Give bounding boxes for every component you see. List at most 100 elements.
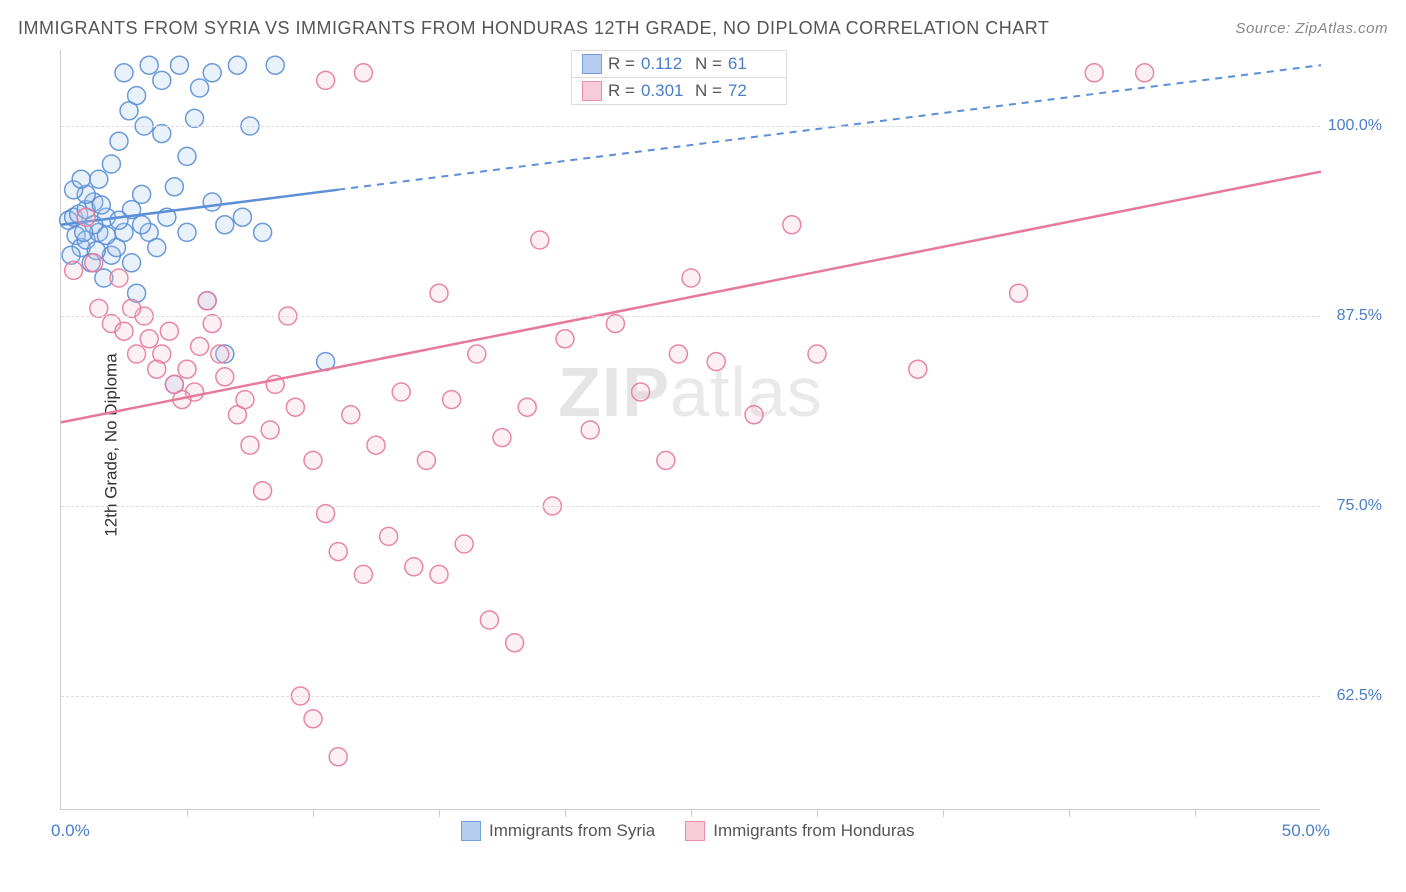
data-point	[133, 216, 151, 234]
data-point	[72, 170, 90, 188]
chart-area: 12th Grade, No Diploma ZIPatlas R =0.112…	[60, 50, 1380, 840]
data-point	[531, 231, 549, 249]
data-point	[128, 345, 146, 363]
x-tick	[187, 809, 188, 817]
data-point	[581, 421, 599, 439]
chart-title: IMMIGRANTS FROM SYRIA VS IMMIGRANTS FROM…	[18, 18, 1049, 39]
x-tick	[313, 809, 314, 817]
y-tick-label: 87.5%	[1337, 307, 1382, 325]
data-point	[1136, 64, 1154, 82]
data-point	[140, 56, 158, 74]
x-axis-max-label: 50.0%	[1282, 821, 1330, 841]
legend-swatch	[582, 81, 602, 101]
legend-label: Immigrants from Syria	[489, 821, 655, 841]
data-point	[153, 125, 171, 143]
data-point	[203, 315, 221, 333]
data-point	[211, 345, 229, 363]
data-point	[405, 558, 423, 576]
data-point	[85, 254, 103, 272]
x-tick	[691, 809, 692, 817]
data-point	[808, 345, 826, 363]
x-tick	[565, 809, 566, 817]
data-point	[480, 611, 498, 629]
data-point	[92, 196, 110, 214]
data-point	[153, 71, 171, 89]
data-point	[254, 482, 272, 500]
data-point	[178, 223, 196, 241]
data-point	[110, 269, 128, 287]
data-point	[367, 436, 385, 454]
gridline	[61, 316, 1320, 317]
stats-legend-row: R =0.112N =61	[572, 51, 786, 78]
data-point	[90, 299, 108, 317]
data-point	[468, 345, 486, 363]
data-point	[115, 64, 133, 82]
data-point	[707, 353, 725, 371]
data-point	[430, 284, 448, 302]
y-tick-label: 62.5%	[1337, 687, 1382, 705]
data-point	[178, 360, 196, 378]
title-bar: IMMIGRANTS FROM SYRIA VS IMMIGRANTS FROM…	[18, 18, 1388, 39]
x-tick	[943, 809, 944, 817]
data-point	[216, 216, 234, 234]
data-point	[669, 345, 687, 363]
data-point	[317, 505, 335, 523]
data-point	[304, 451, 322, 469]
data-point	[236, 391, 254, 409]
data-point	[148, 360, 166, 378]
data-point	[443, 391, 461, 409]
plot-area: ZIPatlas R =0.112N =61R =0.301N =72 Immi…	[60, 50, 1320, 810]
data-point	[148, 239, 166, 257]
data-point	[261, 421, 279, 439]
x-tick	[1195, 809, 1196, 817]
data-point	[65, 261, 83, 279]
n-value: 72	[728, 81, 776, 101]
n-label: N =	[695, 54, 722, 74]
data-point	[241, 436, 259, 454]
data-point	[417, 451, 435, 469]
data-point	[266, 56, 284, 74]
data-point	[745, 406, 763, 424]
data-point	[286, 398, 304, 416]
legend-swatch	[582, 54, 602, 74]
data-point	[304, 710, 322, 728]
data-point	[198, 292, 216, 310]
data-point	[203, 64, 221, 82]
data-point	[493, 429, 511, 447]
data-point	[392, 383, 410, 401]
x-axis-min-label: 0.0%	[51, 821, 90, 841]
data-point	[1010, 284, 1028, 302]
r-label: R =	[608, 81, 635, 101]
x-tick	[817, 809, 818, 817]
data-point	[228, 56, 246, 74]
legend-swatch	[461, 821, 481, 841]
data-point	[455, 535, 473, 553]
data-point	[191, 79, 209, 97]
data-point	[160, 322, 178, 340]
stats-legend-row: R =0.301N =72	[572, 78, 786, 105]
y-tick-label: 75.0%	[1337, 497, 1382, 515]
data-point	[102, 155, 120, 173]
data-point	[329, 748, 347, 766]
data-point	[506, 634, 524, 652]
data-point	[110, 211, 128, 229]
series-legend: Immigrants from SyriaImmigrants from Hon…	[461, 821, 914, 841]
x-tick	[1069, 809, 1070, 817]
data-point	[682, 269, 700, 287]
n-label: N =	[695, 81, 722, 101]
data-point	[90, 170, 108, 188]
gridline	[61, 506, 1320, 507]
data-point	[430, 565, 448, 583]
gridline	[61, 696, 1320, 697]
data-point	[77, 208, 95, 226]
data-point	[1085, 64, 1103, 82]
data-point	[216, 368, 234, 386]
data-point	[317, 71, 335, 89]
data-point	[909, 360, 927, 378]
x-tick	[439, 809, 440, 817]
data-point	[170, 56, 188, 74]
trend-line-dashed	[338, 65, 1321, 189]
data-point	[133, 185, 151, 203]
data-point	[191, 337, 209, 355]
data-point	[123, 299, 141, 317]
